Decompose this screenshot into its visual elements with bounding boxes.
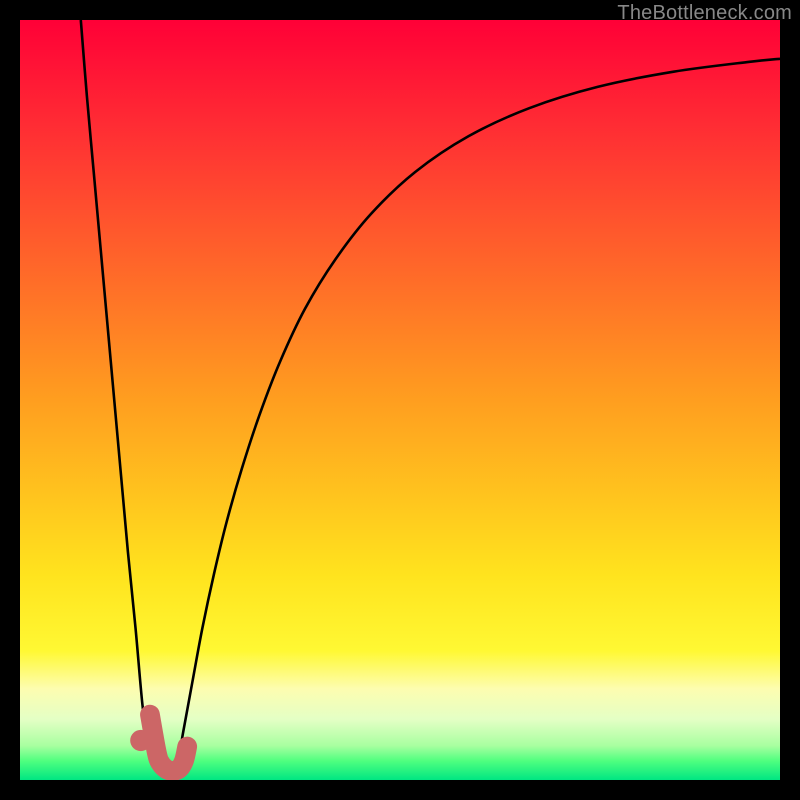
chart-background [20,20,780,780]
chart-frame [20,20,780,780]
chart-svg [20,20,780,780]
watermark-text: TheBottleneck.com [617,2,792,25]
